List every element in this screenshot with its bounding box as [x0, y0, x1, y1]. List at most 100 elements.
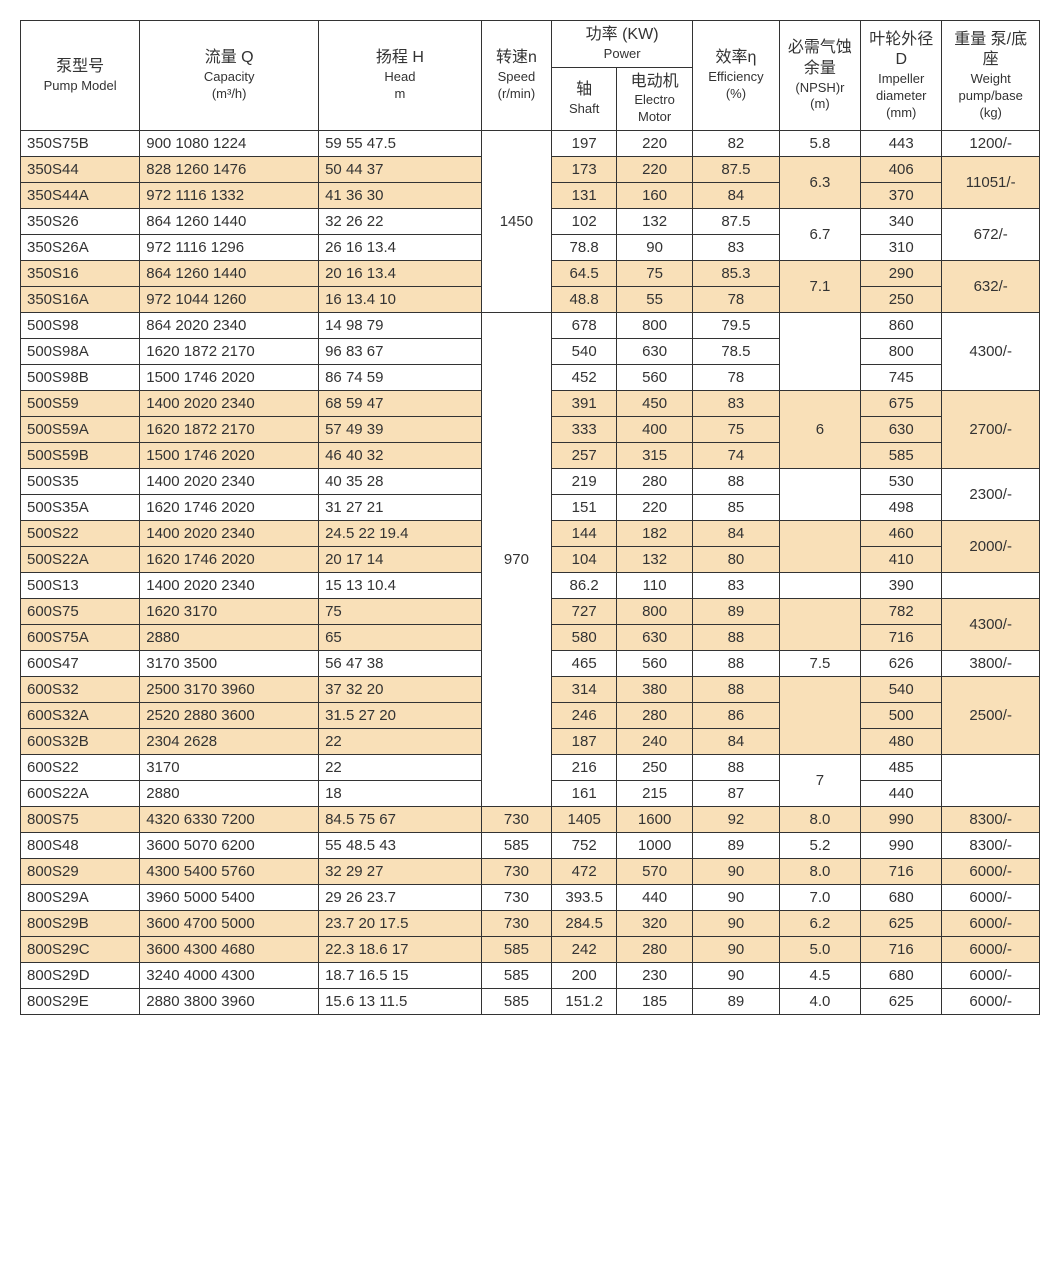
cell-weight [942, 755, 1040, 807]
cell-capacity: 1620 1746 2020 [140, 495, 319, 521]
cell-dia: 340 [861, 209, 942, 235]
cell-motor: 800 [617, 313, 693, 339]
cell-capacity: 864 1260 1440 [140, 209, 319, 235]
cell-shaft: 131 [552, 183, 617, 209]
cell-motor: 800 [617, 599, 693, 625]
cell-weight: 11051/- [942, 157, 1040, 209]
cell-dia: 540 [861, 677, 942, 703]
cell-capacity: 3240 4000 4300 [140, 963, 319, 989]
cell-model: 500S98B [21, 365, 140, 391]
cell-capacity: 1500 1746 2020 [140, 365, 319, 391]
cell-eff: 74 [693, 443, 780, 469]
cell-motor: 380 [617, 677, 693, 703]
cell-motor: 315 [617, 443, 693, 469]
table-row: 800S29A 3960 5000 5400 29 26 23.7 730 39… [21, 885, 1040, 911]
cell-dia: 716 [861, 625, 942, 651]
cell-speed: 1450 [481, 131, 551, 313]
cell-dia: 310 [861, 235, 942, 261]
cell-head: 15 13 10.4 [319, 573, 482, 599]
cell-dia: 800 [861, 339, 942, 365]
cell-speed: 970 [481, 313, 551, 807]
cell-npsh [779, 599, 860, 651]
cell-eff: 78 [693, 365, 780, 391]
cell-weight: 4300/- [942, 599, 1040, 651]
cell-model: 350S16 [21, 261, 140, 287]
cell-model: 350S16A [21, 287, 140, 313]
cell-speed: 585 [481, 963, 551, 989]
hdr-power: 功率 (KW)Power [552, 21, 693, 68]
cell-capacity: 3600 4300 4680 [140, 937, 319, 963]
cell-head: 18.7 16.5 15 [319, 963, 482, 989]
cell-model: 800S29C [21, 937, 140, 963]
cell-motor: 560 [617, 365, 693, 391]
cell-motor: 240 [617, 729, 693, 755]
cell-eff: 87 [693, 781, 780, 807]
cell-shaft: 242 [552, 937, 617, 963]
cell-model: 500S59B [21, 443, 140, 469]
cell-capacity: 2880 3800 3960 [140, 989, 319, 1015]
cell-speed: 730 [481, 859, 551, 885]
cell-capacity: 972 1116 1296 [140, 235, 319, 261]
cell-head: 20 16 13.4 [319, 261, 482, 287]
cell-dia: 716 [861, 859, 942, 885]
cell-model: 500S35 [21, 469, 140, 495]
cell-model: 800S29 [21, 859, 140, 885]
cell-eff: 86 [693, 703, 780, 729]
cell-capacity: 2880 [140, 781, 319, 807]
cell-shaft: 393.5 [552, 885, 617, 911]
cell-head: 86 74 59 [319, 365, 482, 391]
cell-motor: 220 [617, 157, 693, 183]
cell-head: 40 35 28 [319, 469, 482, 495]
cell-weight: 3800/- [942, 651, 1040, 677]
cell-head: 56 47 38 [319, 651, 482, 677]
cell-weight: 2500/- [942, 677, 1040, 755]
cell-head: 15.6 13 11.5 [319, 989, 482, 1015]
hdr-npsh: 必需气蚀余量(NPSH)r(m) [779, 21, 860, 131]
cell-motor: 110 [617, 573, 693, 599]
cell-eff: 85.3 [693, 261, 780, 287]
cell-npsh [779, 677, 860, 755]
cell-head: 37 32 20 [319, 677, 482, 703]
cell-model: 600S32B [21, 729, 140, 755]
cell-head: 22.3 18.6 17 [319, 937, 482, 963]
cell-shaft: 151.2 [552, 989, 617, 1015]
cell-capacity: 4320 6330 7200 [140, 807, 319, 833]
cell-model: 800S29B [21, 911, 140, 937]
cell-shaft: 219 [552, 469, 617, 495]
cell-model: 500S35A [21, 495, 140, 521]
cell-weight [942, 573, 1040, 599]
cell-capacity: 1500 1746 2020 [140, 443, 319, 469]
cell-shaft: 257 [552, 443, 617, 469]
cell-head: 23.7 20 17.5 [319, 911, 482, 937]
cell-shaft: 78.8 [552, 235, 617, 261]
cell-npsh [779, 521, 860, 573]
cell-dia: 440 [861, 781, 942, 807]
cell-capacity: 1400 2020 2340 [140, 521, 319, 547]
hdr-weight: 重量 泵/底座Weight pump/base(kg) [942, 21, 1040, 131]
cell-dia: 625 [861, 911, 942, 937]
cell-eff: 90 [693, 937, 780, 963]
table-row: 800S48 3600 5070 6200 55 48.5 43 585 752… [21, 833, 1040, 859]
table-row: 800S75 4320 6330 7200 84.5 75 67 730 140… [21, 807, 1040, 833]
cell-motor: 90 [617, 235, 693, 261]
pump-spec-table: 泵型号Pump Model 流量 QCapacity(m³/h) 扬程 HHea… [20, 20, 1040, 1015]
cell-eff: 80 [693, 547, 780, 573]
hdr-model: 泵型号Pump Model [21, 21, 140, 131]
cell-weight: 6000/- [942, 963, 1040, 989]
cell-dia: 680 [861, 963, 942, 989]
cell-model: 600S75 [21, 599, 140, 625]
cell-dia: 990 [861, 833, 942, 859]
cell-shaft: 333 [552, 417, 617, 443]
cell-capacity: 1620 1746 2020 [140, 547, 319, 573]
cell-capacity: 1620 1872 2170 [140, 339, 319, 365]
cell-weight: 2700/- [942, 391, 1040, 469]
hdr-diameter: 叶轮外径 DImpeller diameter(mm) [861, 21, 942, 131]
cell-head: 96 83 67 [319, 339, 482, 365]
cell-eff: 88 [693, 469, 780, 495]
cell-npsh [779, 573, 860, 599]
cell-model: 500S98A [21, 339, 140, 365]
cell-npsh: 4.5 [779, 963, 860, 989]
cell-capacity: 2304 2628 [140, 729, 319, 755]
cell-speed: 585 [481, 937, 551, 963]
cell-shaft: 173 [552, 157, 617, 183]
